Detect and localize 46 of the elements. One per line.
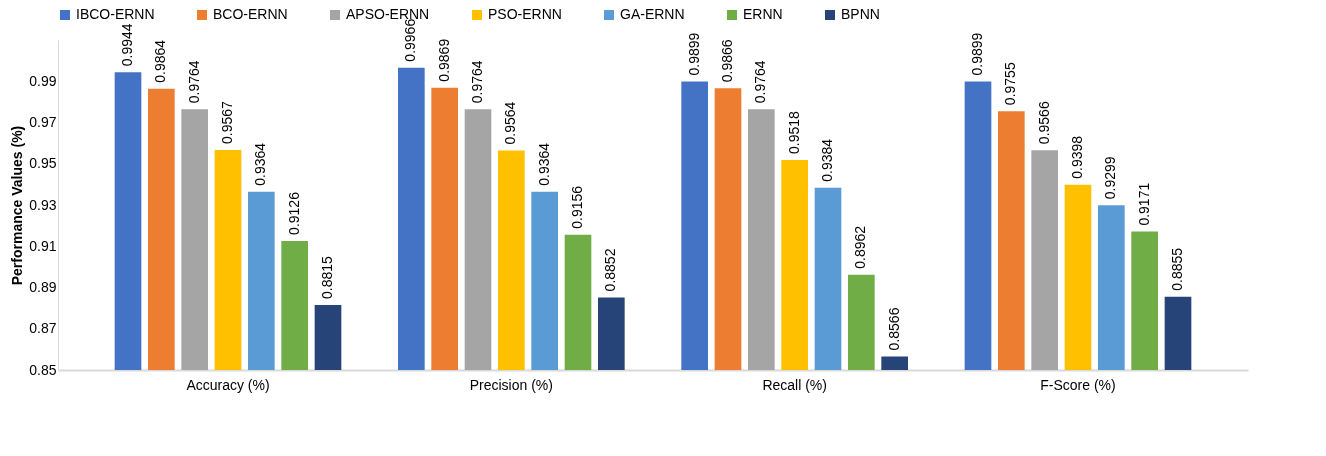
data-label: 0.9764 (469, 60, 485, 104)
y-tick-label: 0.97 (29, 114, 57, 130)
data-label: 0.8566 (885, 307, 902, 351)
legend-label: ERNN (743, 6, 783, 22)
y-tick-label: 0.89 (29, 279, 57, 295)
data-label: 0.9126 (285, 191, 302, 235)
data-label: 0.9899 (685, 32, 702, 76)
data-label: 0.9156 (569, 185, 585, 229)
x-tick-label: Accuracy (%) (186, 376, 270, 393)
x-tick-label: F-Score (%) (1040, 376, 1116, 393)
legend-label: GA-ERNN (620, 6, 685, 22)
data-label: 0.9398 (1069, 135, 1085, 179)
data-label: 0.9866 (719, 39, 735, 83)
data-label: 0.9899 (969, 32, 985, 76)
data-label: 0.9384 (819, 138, 835, 182)
data-label: 0.9299 (1102, 156, 1119, 200)
y-tick-label: 0.95 (29, 155, 57, 172)
x-tick-label: Precision (%) (469, 376, 553, 393)
data-label: 0.9564 (502, 101, 519, 145)
legend-label: IBCO-ERNN (76, 6, 155, 22)
y-tick-label: 0.85 (29, 361, 57, 378)
data-label: 0.9171 (1135, 182, 1152, 226)
data-label: 0.9764 (752, 60, 769, 104)
y-tick-label: 0.99 (29, 72, 57, 89)
data-label: 0.9518 (785, 111, 802, 155)
data-label: 0.9364 (252, 142, 269, 186)
y-tick-label: 0.91 (29, 237, 57, 254)
data-label: 0.9567 (219, 100, 235, 144)
data-label: 0.9864 (152, 39, 169, 83)
y-axis-title: Performance Values (%) (9, 125, 26, 286)
data-label: 0.8962 (852, 225, 869, 269)
data-label: 0.9566 (1035, 101, 1052, 145)
x-tick-label: Recall (%) (762, 376, 827, 393)
data-label: 0.9944 (119, 23, 135, 67)
legend-label: BCO-ERNN (213, 6, 288, 22)
data-label: 0.9869 (435, 38, 452, 82)
data-label: 0.9755 (1002, 62, 1019, 106)
legend-label: PSO-ERNN (488, 6, 562, 22)
y-tick-label: 0.87 (29, 320, 57, 337)
data-label: 0.8855 (1169, 247, 1185, 291)
y-tick-label: 0.93 (29, 196, 57, 213)
data-label: 0.9364 (535, 142, 552, 186)
data-label: 0.8852 (602, 248, 619, 292)
legend-label: BPNN (841, 6, 880, 22)
data-label: 0.9764 (185, 60, 202, 104)
data-label: 0.8815 (319, 256, 335, 300)
